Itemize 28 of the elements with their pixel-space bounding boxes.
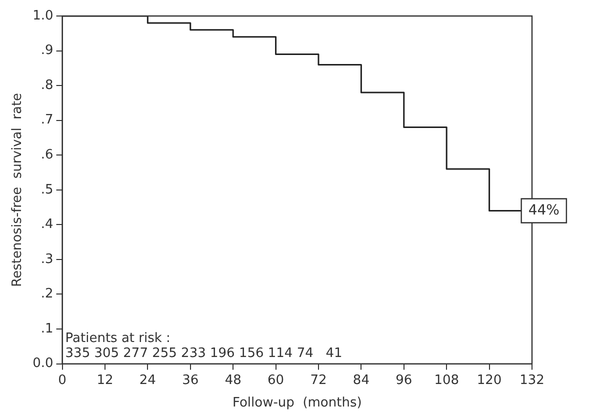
y-tick-label: .4	[40, 217, 54, 232]
x-tick-label: 108	[434, 372, 460, 388]
y-tick-label: 1.0	[32, 8, 54, 24]
x-tick-label: 120	[476, 372, 502, 388]
x-tick-label: 48	[224, 372, 242, 388]
y-axis-title: Restenosis-free survival rate	[10, 92, 26, 287]
x-tick-label: 96	[396, 372, 412, 388]
annotation: Patients at risk :	[65, 331, 170, 346]
annotation: 335 305 277 255 233 196 156 114 74 41	[65, 346, 342, 362]
x-tick-label: 60	[268, 372, 284, 388]
x-tick-label: 36	[182, 372, 199, 388]
annotation: 44%	[528, 202, 560, 218]
y-tick-label: .8	[40, 78, 54, 93]
y-tick-label: .2	[40, 286, 54, 302]
x-tick-label: 0	[58, 372, 66, 388]
y-tick-label: 0.0	[32, 356, 54, 372]
x-axis-title: Follow-up (months)	[232, 396, 362, 411]
y-tick-label: .6	[40, 147, 54, 162]
y-tick-label: .1	[40, 321, 54, 336]
y-tick-label: .5	[40, 182, 54, 198]
y-tick-label: .3	[40, 252, 54, 267]
x-tick-label: 132	[520, 372, 544, 388]
x-tick-label: 24	[139, 372, 156, 388]
x-tick-label: 84	[352, 372, 370, 388]
y-tick-label: .7	[40, 112, 54, 128]
x-tick-label: 72	[310, 372, 327, 388]
x-tick-label: 12	[96, 372, 114, 388]
y-tick-label: .9	[40, 43, 54, 58]
